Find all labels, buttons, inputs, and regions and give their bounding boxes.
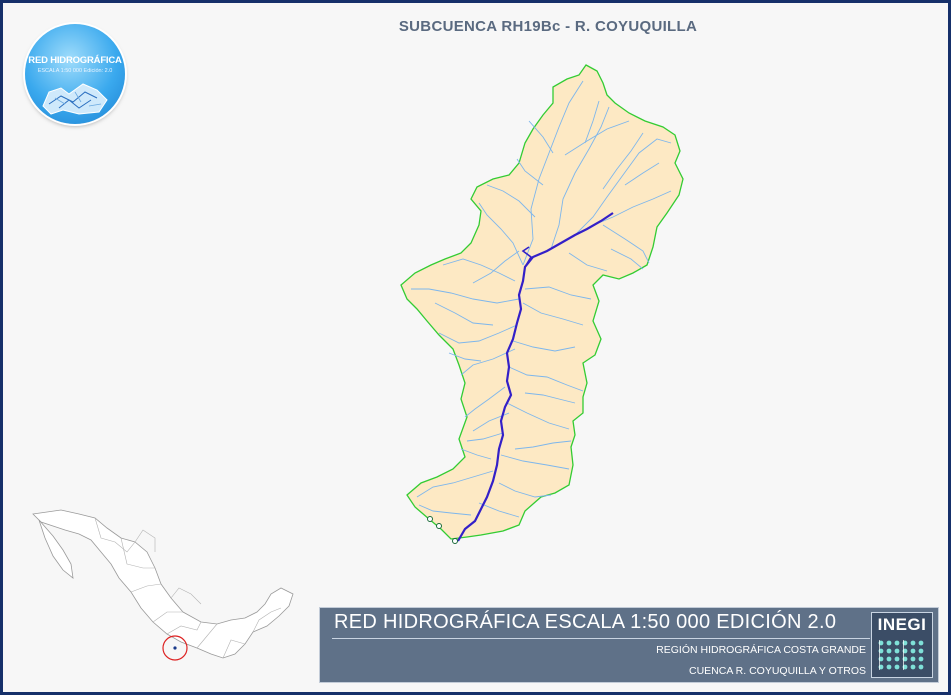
mexico-locator-map-icon <box>32 509 294 661</box>
map-title: SUBCUENCA RH19Bc - R. COYUQUILLA <box>398 18 698 35</box>
basin-outline <box>400 64 684 540</box>
tributary-streams <box>411 80 672 518</box>
outlet-marker <box>427 516 433 522</box>
banner-cuenca: CUENCA R. COYUQUILLA Y OTROS <box>689 665 866 677</box>
main-river <box>457 212 614 542</box>
inegi-brand: INEGI <box>877 615 927 634</box>
banner-divider <box>332 638 870 639</box>
logo-subtitle: ESCALA 1:50 000 Edición: 2.0 <box>37 68 113 74</box>
outlet-marker <box>436 523 442 529</box>
logo-rivers-icon <box>42 83 108 115</box>
inegi-logo-icon: INEGI <box>871 612 933 678</box>
banner-title: RED HIDROGRÁFICA ESCALA 1:50 000 EDICIÓN… <box>334 611 837 633</box>
logo-title: RED HIDROGRÁFICA <box>28 55 122 66</box>
red-hidrografica-logo: RED HIDROGRÁFICA ESCALA 1:50 000 Edición… <box>25 24 125 124</box>
basin-map <box>400 64 684 544</box>
outlet-marker <box>452 538 458 544</box>
legend-banner: RED HIDROGRÁFICA ESCALA 1:50 000 EDICIÓN… <box>319 607 939 683</box>
location-marker <box>162 635 188 661</box>
banner-region: REGIÓN HIDROGRÁFICA COSTA GRANDE <box>656 644 866 656</box>
